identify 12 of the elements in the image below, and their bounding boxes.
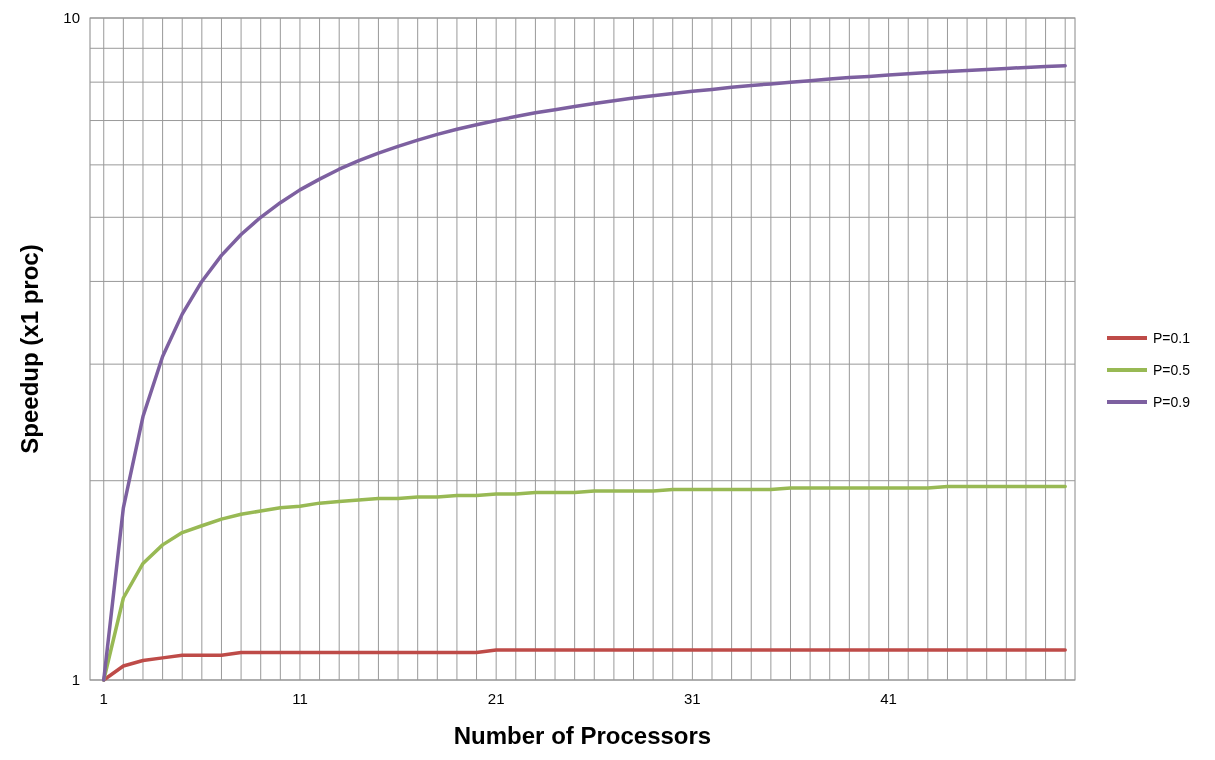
x-tick-label: 41 <box>880 690 897 707</box>
y-axis-title: Speedup (x1 proc) <box>16 244 43 454</box>
x-axis-title: Number of Processors <box>453 722 712 749</box>
line-series <box>101 63 1067 682</box>
x-tick-label: 31 <box>684 690 701 707</box>
legend-label: P=0.5 <box>1153 362 1191 378</box>
legend-label: P=0.9 <box>1153 394 1191 410</box>
legend-label: P=0.1 <box>1153 330 1191 346</box>
x-tick-label: 11 <box>292 690 308 707</box>
y-tick-label: 10 <box>63 9 80 26</box>
x-tick-label: 21 <box>487 690 505 707</box>
x-tick-label: 1 <box>99 690 108 707</box>
